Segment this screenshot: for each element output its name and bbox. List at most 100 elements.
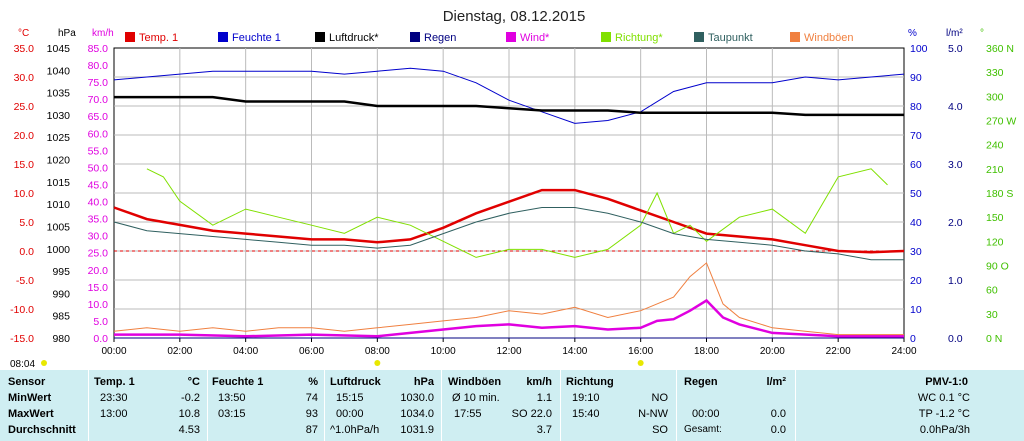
legend-swatch (601, 32, 611, 42)
hum-max-val: 93 (305, 408, 318, 420)
hum-unit: % (308, 376, 318, 388)
series-line-6 (113, 207, 904, 261)
legend-swatch (125, 32, 135, 42)
temp-tick-label: 35.0 (14, 43, 35, 55)
humidity-tick-label: 10 (910, 304, 922, 316)
wind-tick-label: 45.0 (88, 179, 109, 191)
legend-label: Taupunkt (708, 32, 753, 44)
series-line-1 (113, 67, 905, 124)
legend-swatch (218, 32, 228, 42)
temp-tick-label: 10.0 (14, 188, 35, 200)
hum-min-time: 13:50 (218, 392, 246, 404)
press-min-val: 1030.0 (400, 392, 434, 404)
row-max: MaxWert (8, 408, 54, 420)
dir-title: Richtung (566, 376, 614, 388)
wind-tick-label: 30.0 (88, 231, 109, 243)
pmv-wc: WC 0.1 °C (917, 392, 970, 404)
press-max-time: 00:00 (336, 408, 364, 420)
x-tick-label: 00:00 (101, 346, 126, 357)
temp-title: Temp. 1 (94, 376, 135, 388)
direction-tick-label: 240 (986, 140, 1004, 152)
pmv-title: PMV-1:0 (925, 376, 968, 388)
dir-max-val: N-NW (638, 408, 668, 420)
wind-tick-label: 65.0 (88, 111, 109, 123)
humidity-tick-label: 100 (910, 43, 928, 55)
x-tick-label: 06:00 (299, 346, 324, 357)
wind-tick-label: 75.0 (88, 77, 109, 89)
humidity-tick-label: 0 (910, 333, 916, 345)
wind-title: Windböen (448, 376, 502, 388)
temp-tick-label: 15.0 (14, 159, 35, 171)
direction-tick-label: 270 W (986, 116, 1016, 128)
direction-tick-label: 60 (986, 285, 998, 297)
dir-min-time: 19:10 (572, 392, 600, 404)
humidity-tick-label: 70 (910, 130, 922, 142)
grid (113, 47, 905, 339)
temp-max-val: 10.8 (178, 408, 200, 420)
x-tick-label: 10:00 (431, 346, 456, 357)
rain-unit-label: l/m² (946, 28, 963, 39)
pressure-tick-label: 980 (52, 333, 70, 345)
rain-tick-label: 0.0 (948, 333, 963, 345)
wind-tick-label: 85.0 (88, 43, 109, 55)
wind-tick-label: 10.0 (88, 299, 109, 311)
pressure-tick-label: 985 (52, 311, 70, 323)
time-marker (374, 360, 381, 366)
time-marker (637, 360, 644, 366)
pressure-tick-label: 995 (52, 266, 70, 278)
temp-tick-label: -5.0 (16, 275, 34, 287)
row-avg: Durchschnitt (8, 424, 76, 436)
temp-tick-label: 0.0 (19, 246, 34, 258)
legend-swatch (410, 32, 420, 42)
series-line-2 (114, 95, 904, 117)
rain-tick-label: 5.0 (948, 43, 963, 55)
wind-tick-label: 80.0 (88, 60, 109, 72)
pmv-tp: TP -1.2 °C (918, 408, 970, 420)
humidity-tick-label: 30 (910, 246, 922, 258)
x-tick-label: 14:00 (562, 346, 587, 357)
x-axis: 00:00 02:00 04:00 06:00 08:00 10:00 12:00 14:00… (101, 338, 917, 357)
legend-swatch (315, 32, 325, 42)
temp-tick-label: -10.0 (10, 304, 34, 316)
temp-max-time: 13:00 (100, 408, 128, 420)
wind-max-val: SO 22.0 (511, 408, 552, 420)
rain-max-time: 00:00 (692, 408, 720, 420)
pressure-unit-label: hPa (58, 28, 76, 39)
pressure-tick-label: 1045 (47, 43, 71, 55)
hum-avg: 87 (305, 424, 318, 436)
rain-max-val: 0.0 (770, 408, 786, 420)
press-title: Luftdruck (330, 376, 381, 388)
wind-tick-label: 15.0 (88, 282, 109, 294)
pressure-tick-label: 1030 (47, 110, 71, 122)
rain-title: Regen (684, 376, 718, 388)
pmv-trend: 0.0hPa/3h (919, 424, 970, 436)
x-tick-label: 08:00 (365, 346, 390, 357)
press-avg: 1031.9 (400, 424, 434, 436)
legend-swatch (694, 32, 704, 42)
humidity-tick-label: 40 (910, 217, 922, 229)
series-line-4 (114, 298, 904, 338)
wind-max-time: 17:55 (454, 408, 482, 420)
direction-tick-label: 30 (986, 309, 998, 321)
row-sensor: Sensor (8, 376, 46, 388)
hum-title: Feuchte 1 (212, 376, 264, 388)
pressure-tick-label: 1005 (47, 221, 71, 233)
pressure-tick-label: 1020 (47, 155, 71, 167)
humidity-unit-label: % (908, 28, 917, 39)
x-tick-label: 02:00 (167, 346, 192, 357)
pressure-tick-label: 1040 (47, 65, 71, 77)
rain-unit: l/m² (766, 376, 786, 388)
x-tick-label: 22:00 (826, 346, 851, 357)
legend-label: Luftdruck* (329, 32, 379, 44)
x-tick-label: 12:00 (496, 346, 521, 357)
x-tick-label: 16:00 (628, 346, 653, 357)
humidity-tick-label: 90 (910, 72, 922, 84)
direction-tick-label: 360 N (986, 43, 1014, 55)
weather-chart: Dienstag, 08.12.2015 Temp. 1 Feuchte 1 Luf… (10, 8, 1016, 370)
pressure-tick-label: 1000 (47, 244, 71, 256)
temp-tick-label: 20.0 (14, 130, 35, 142)
wind-tick-label: 60.0 (88, 128, 109, 140)
press-min-time: 15:15 (336, 392, 364, 404)
row-min: MinWert (8, 392, 52, 404)
